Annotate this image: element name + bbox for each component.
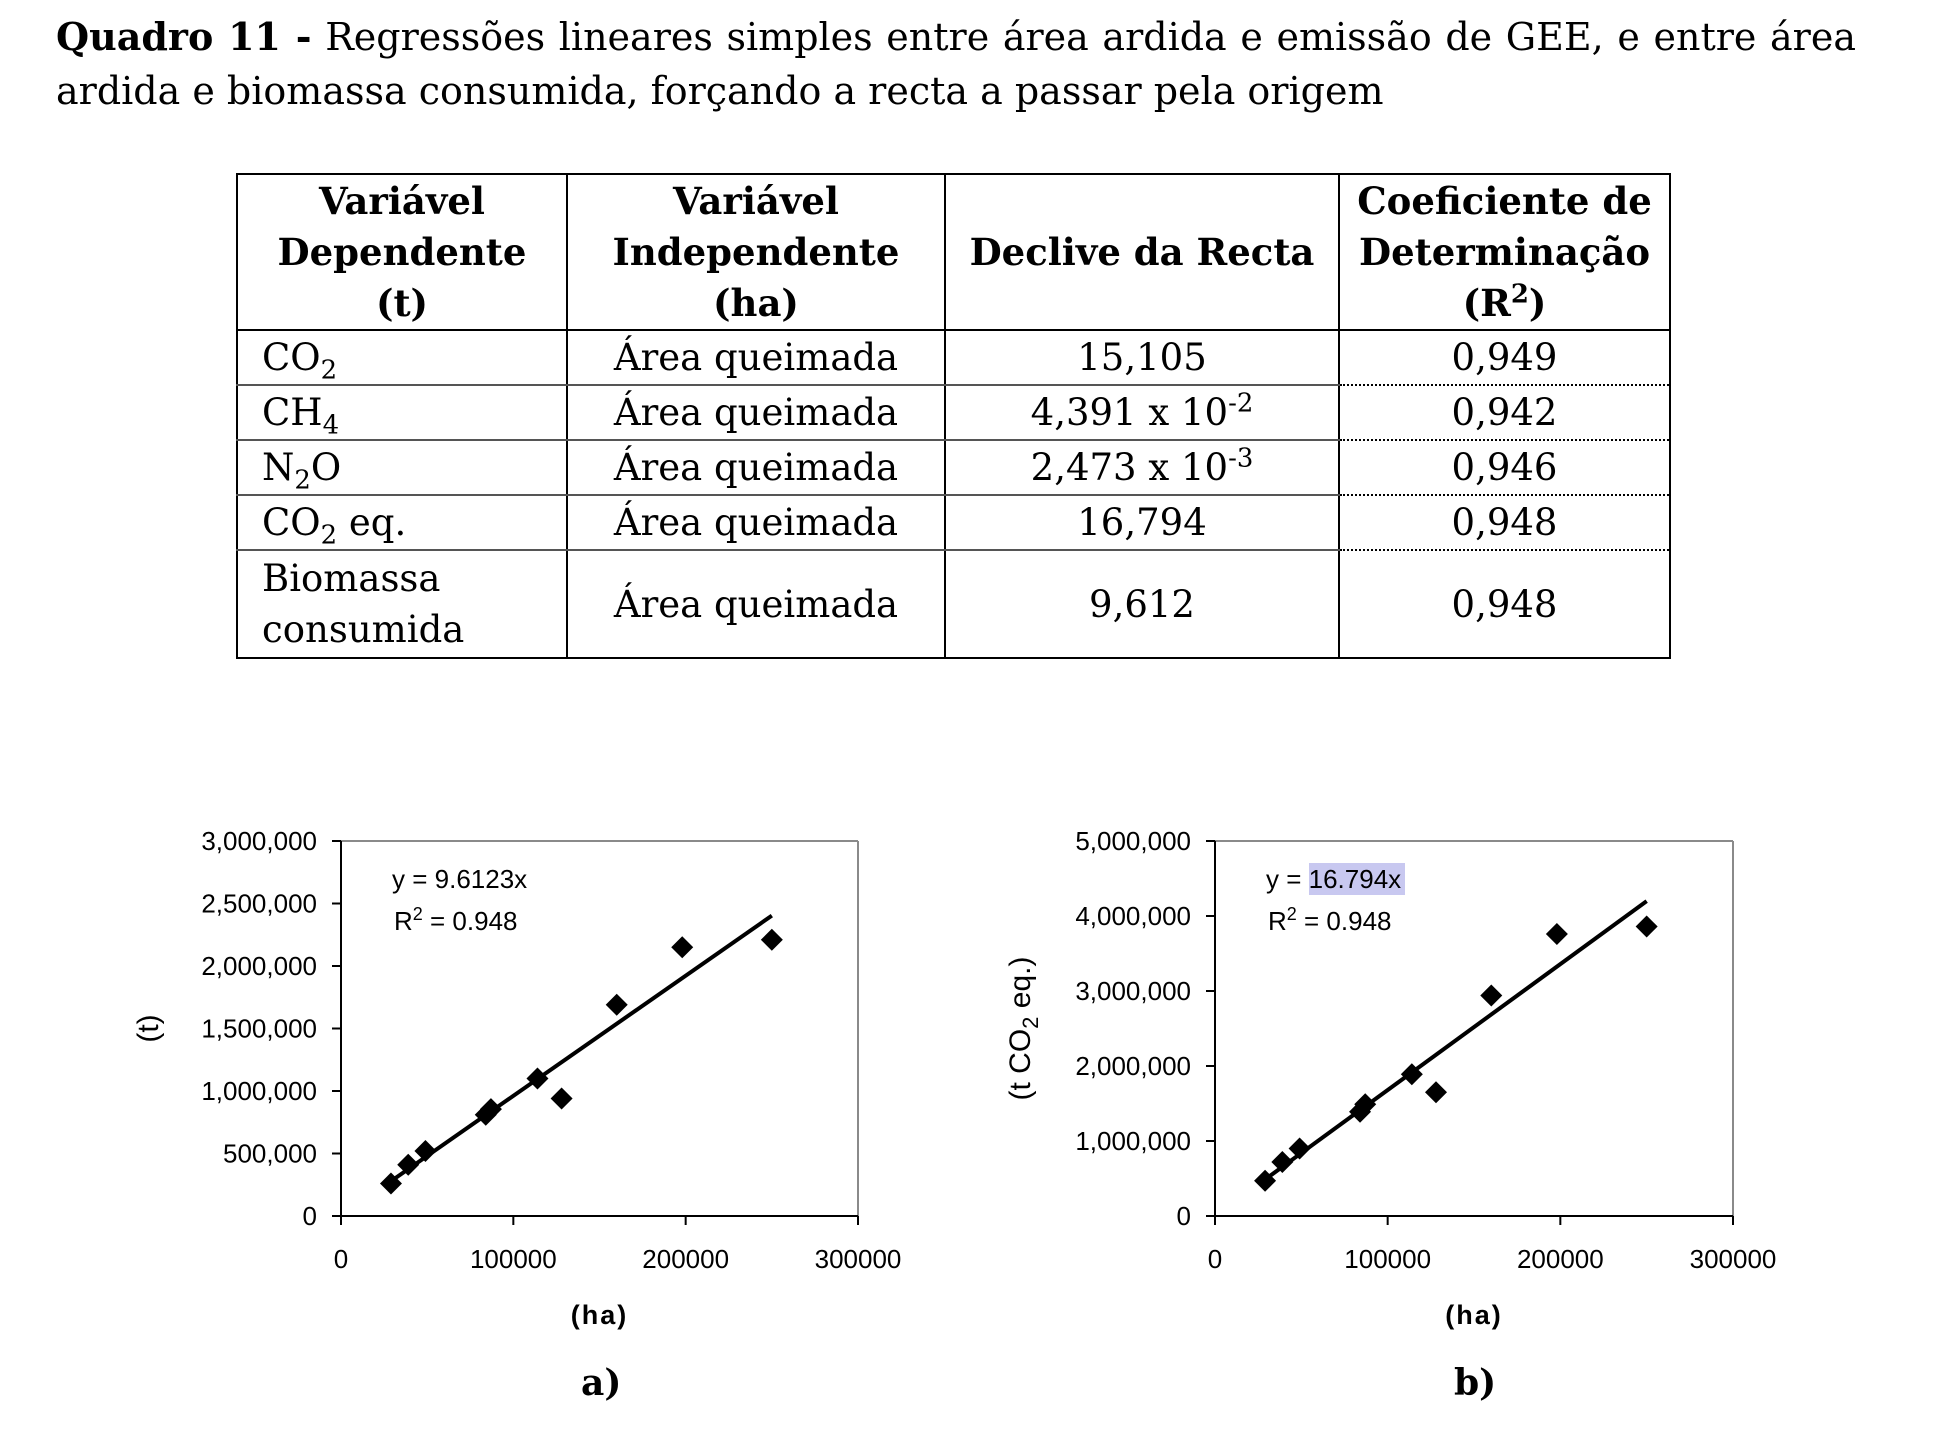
header-indep-line1: Variável — [673, 178, 839, 223]
cell-dependent: CO2 eq. — [236, 495, 568, 551]
data-point — [1425, 1081, 1448, 1104]
equation-label: y = 16.794x — [1266, 864, 1401, 894]
x-tick-label: 300000 — [1690, 1244, 1777, 1274]
cell-dependent: CH4 — [236, 385, 568, 441]
y-tick-label: 2,500,000 — [201, 889, 317, 919]
x-tick-label: 100000 — [1344, 1244, 1431, 1274]
data-point — [479, 1098, 502, 1121]
header-r2-line1: Coeficiente de — [1357, 178, 1652, 223]
y-tick-label: 500,000 — [223, 1139, 317, 1169]
data-point — [605, 993, 628, 1016]
cell-slope: 16,794 — [944, 495, 1340, 551]
cell-r2: 0,942 — [1338, 385, 1671, 441]
y-axis-label: (t CO2 eq.) — [1004, 957, 1043, 1101]
data-point — [671, 936, 694, 959]
y-tick-label: 0 — [1177, 1201, 1191, 1231]
r-squared-label: R2 = 0.948 — [1268, 904, 1392, 936]
header-dep-line2: Dependente — [277, 229, 527, 274]
y-tick-label: 3,000,000 — [1075, 976, 1191, 1006]
header-indep-line2: Independente — [612, 229, 900, 274]
cell-independent: Área queimada — [566, 385, 946, 441]
cell-dependent: CO2 — [236, 330, 568, 386]
data-point — [550, 1087, 573, 1110]
r-squared-label: R2 = 0.948 — [394, 904, 518, 936]
data-point — [1545, 923, 1568, 945]
y-tick-label: 1,000,000 — [201, 1076, 317, 1106]
cell-dependent: N2O — [236, 440, 568, 496]
header-indep-line3: (ha) — [713, 280, 799, 325]
trend-line — [388, 913, 773, 1184]
x-tick-label: 300000 — [815, 1244, 902, 1274]
chart-b-label: b) — [1454, 1362, 1497, 1404]
header-independent-variable: Variável Independente (ha) — [566, 173, 946, 331]
table-row: Biomassa consumida Área queimada 9,612 0,… — [236, 550, 1671, 659]
table-row: CO2 eq. Área queimada 16,794 0,948 — [236, 495, 1671, 551]
data-point — [397, 1153, 420, 1176]
header-r2-sup: 2 — [1510, 279, 1529, 310]
data-point — [760, 928, 783, 951]
data-point — [1635, 915, 1658, 938]
header-r2: Coeficiente de Determinação (R2) — [1338, 173, 1671, 331]
cell-r2: 0,949 — [1338, 330, 1671, 386]
x-axis-label: (ha) — [1445, 1300, 1503, 1330]
data-point — [1354, 1093, 1377, 1116]
y-tick-label: 5,000,000 — [1075, 826, 1191, 856]
header-dep-line1: Variável — [319, 178, 485, 223]
y-tick-label: 4,000,000 — [1075, 901, 1191, 931]
caption-text: Regressões lineares simples entre área a… — [56, 15, 1856, 113]
caption-label: Quadro 11 - — [56, 14, 312, 59]
x-tick-label: 100000 — [470, 1244, 557, 1274]
header-r2-line3a: (R — [1462, 280, 1511, 325]
y-tick-label: 0 — [303, 1201, 317, 1231]
header-r2-line3b: ) — [1528, 280, 1547, 325]
y-tick-label: 2,000,000 — [201, 951, 317, 981]
data-point — [1400, 1063, 1423, 1086]
equation-highlight — [1309, 863, 1405, 895]
cell-slope: 2,473 x 10-3 — [944, 440, 1340, 496]
data-point — [379, 1172, 402, 1195]
y-tick-label: 1,500,000 — [201, 1014, 317, 1044]
cell-r2: 0,948 — [1338, 495, 1671, 551]
table-row: CH4 Área queimada 4,391 x 10-2 0,942 — [236, 385, 1671, 441]
data-point — [526, 1067, 549, 1090]
cell-slope: 9,612 — [944, 550, 1340, 659]
cell-independent: Área queimada — [566, 330, 946, 386]
y-tick-label: 1,000,000 — [1075, 1126, 1191, 1156]
cell-slope: 15,105 — [944, 330, 1340, 386]
x-tick-label: 200000 — [642, 1244, 729, 1274]
table-header-row: Variável Dependente (t) Variável Indepen… — [236, 173, 1671, 331]
trend-line — [1262, 899, 1648, 1183]
x-tick-label: 0 — [334, 1244, 348, 1274]
header-r2-line2: Determinação — [1358, 229, 1650, 274]
regression-table: Variável Dependente (t) Variável Indepen… — [236, 173, 1671, 659]
equation-label: y = 9.6123x — [392, 864, 527, 894]
y-tick-label: 3,000,000 — [201, 826, 317, 856]
cell-independent: Área queimada — [566, 440, 946, 496]
x-axis-label: (ha) — [571, 1300, 629, 1330]
data-point — [1254, 1169, 1277, 1192]
header-dep-line3: (t) — [375, 280, 429, 325]
table-row: N2O Área queimada 2,473 x 10-3 0,946 — [236, 440, 1671, 496]
y-axis-label: (t) — [132, 1014, 165, 1042]
x-tick-label: 0 — [1208, 1244, 1222, 1274]
data-point — [1480, 984, 1503, 1007]
table-row: CO2 Área queimada 15,105 0,949 — [236, 330, 1671, 386]
cell-independent: Área queimada — [566, 550, 946, 659]
cell-dependent: Biomassa consumida — [236, 550, 568, 659]
data-point — [1271, 1151, 1294, 1173]
chart-a-label: a) — [581, 1362, 622, 1404]
cell-slope: 4,391 x 10-2 — [944, 385, 1340, 441]
header-slope-label: Declive da Recta — [969, 229, 1315, 274]
cell-r2: 0,948 — [1338, 550, 1671, 659]
cell-independent: Área queimada — [566, 495, 946, 551]
x-tick-label: 200000 — [1517, 1244, 1604, 1274]
data-point — [1288, 1137, 1311, 1160]
y-tick-label: 2,000,000 — [1075, 1051, 1191, 1081]
table-caption: Quadro 11 - Regressões lineares simples … — [56, 10, 1856, 118]
cell-r2: 0,946 — [1338, 440, 1671, 496]
header-slope: Declive da Recta — [944, 173, 1340, 331]
data-point — [414, 1140, 437, 1162]
header-dependent-variable: Variável Dependente (t) — [236, 173, 568, 331]
